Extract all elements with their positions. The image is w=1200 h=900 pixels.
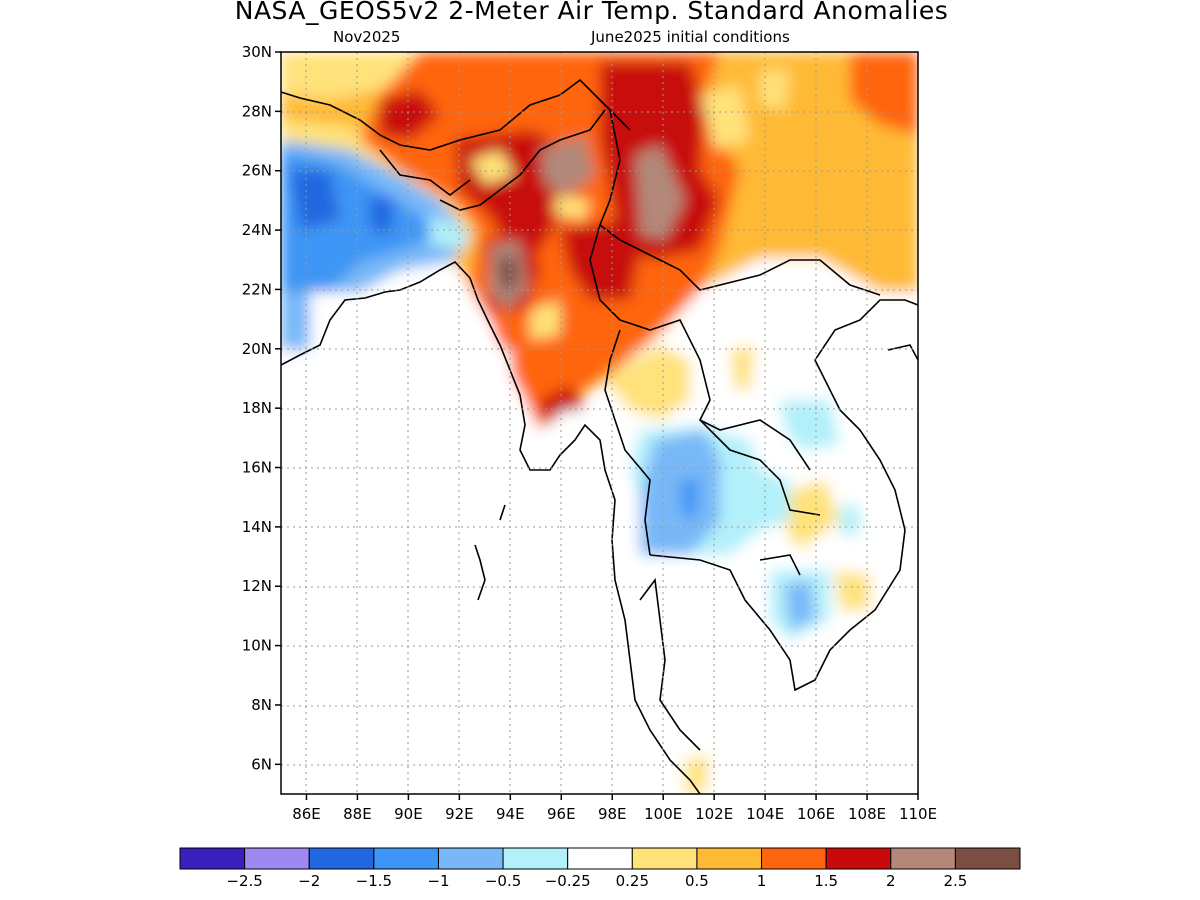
lon-tick-label: 88E [343, 805, 372, 823]
colorbar-swatch [696, 847, 763, 870]
colorbar-swatch [761, 847, 827, 870]
lat-tick-label: 8N [251, 696, 272, 714]
lon-tick-label: 110E [899, 805, 937, 823]
lon-tick-label: 100E [644, 805, 682, 823]
lon-tick-label: 92E [445, 805, 474, 823]
lon-tick-label: 104E [746, 805, 784, 823]
lon-tick-label: 98E [598, 805, 627, 823]
forecast-month-label: Nov2025 [333, 28, 401, 46]
lat-tick-label: 22N [242, 280, 272, 298]
lat-tick-label: 10N [242, 637, 272, 655]
colorbar-label: 0.5 [685, 872, 709, 890]
lon-tick-label: 106E [797, 805, 835, 823]
anomaly-field [281, 52, 918, 794]
plot-frame [280, 51, 919, 795]
colorbar-label: −2 [298, 872, 320, 890]
latitude-axis: 6N 8N 10N 12N 14N 16N 18N 20N 22N 24N 26N 28N 30N [242, 43, 281, 773]
colorbar: −2.5 −2 −1.5 −1 −0.5 −0.25 0.25 0.5 1 1.5 2 2.5 [179, 847, 1021, 890]
lon-tick-label: 86E [292, 805, 321, 823]
colorbar-swatch [179, 847, 246, 870]
lat-tick-label: 6N [251, 755, 272, 773]
lon-tick-label: 96E [547, 805, 576, 823]
colorbar-label: 0.25 [616, 872, 649, 890]
lon-tick-label: 90E [394, 805, 423, 823]
colorbar-label: −0.5 [485, 872, 521, 890]
lat-tick-label: 18N [242, 399, 272, 417]
lon-tick-label: 94E [496, 805, 525, 823]
colorbar-swatch [437, 847, 504, 870]
lat-tick-label: 12N [242, 577, 272, 595]
lat-tick-label: 30N [242, 43, 272, 61]
colorbar-swatch [244, 847, 310, 870]
lat-tick-label: 16N [242, 459, 272, 477]
colorbar-label: −1 [427, 872, 449, 890]
coastline-outline [281, 78, 918, 794]
map-title: NASA_GEOS5v2 2-Meter Air Temp. Standard … [234, 0, 949, 25]
colorbar-swatch [308, 847, 375, 870]
lat-tick-label: 20N [242, 340, 272, 358]
grid-lines [281, 52, 918, 794]
colorbar-swatch [825, 847, 892, 870]
colorbar-swatch [567, 847, 633, 870]
colorbar-label: 1 [757, 872, 767, 890]
lat-tick-label: 26N [242, 162, 272, 180]
colorbar-label: −2.5 [226, 872, 262, 890]
colorbar-label: 2 [886, 872, 896, 890]
lat-tick-label: 28N [242, 102, 272, 120]
colorbar-swatch [373, 847, 439, 870]
colorbar-swatch [502, 847, 569, 870]
colorbar-label: 1.5 [814, 872, 838, 890]
lat-tick-label: 24N [242, 221, 272, 239]
lat-tick-label: 14N [242, 518, 272, 536]
lon-tick-label: 102E [695, 805, 733, 823]
initial-conditions-label: June2025 initial conditions [591, 28, 790, 46]
colorbar-swatch [954, 847, 1021, 870]
colorbar-label: 2.5 [943, 872, 967, 890]
lon-tick-label: 108E [848, 805, 886, 823]
longitude-axis: 86E 88E 90E 92E 94E 96E 98E 100E 102E 104E 106E 108… [292, 794, 937, 823]
colorbar-label: −1.5 [356, 872, 392, 890]
colorbar-swatch [890, 847, 956, 870]
colorbar-swatch [631, 847, 698, 870]
colorbar-label: −0.25 [545, 872, 591, 890]
